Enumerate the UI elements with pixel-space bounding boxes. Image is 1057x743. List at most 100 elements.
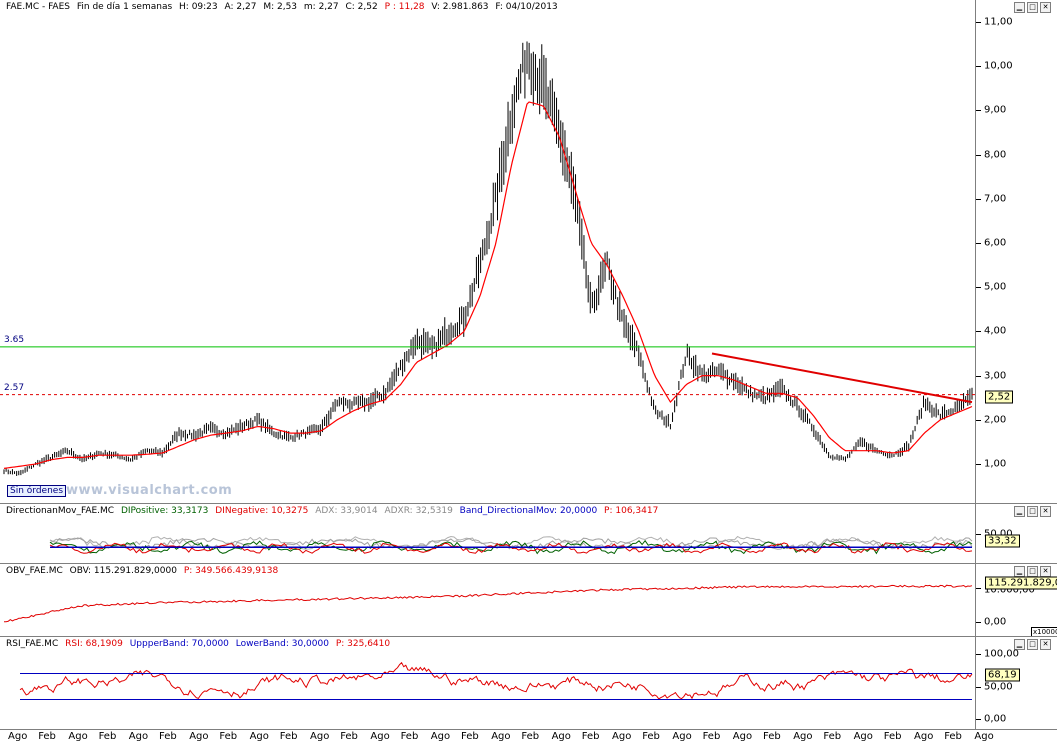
price-tick-label: 2,00 — [984, 414, 1007, 426]
minimize-icon[interactable]: ▁ — [1014, 639, 1025, 650]
trend-line — [711, 352, 973, 404]
dmi-current-value: 33,32 — [985, 534, 1020, 548]
date-label: F: 04/10/2013 — [495, 2, 558, 12]
x-tick-label: Ago — [551, 731, 571, 742]
price-tick-label: 10,00 — [984, 60, 1013, 72]
obv-current-value: 115.291.829,00 — [985, 576, 1057, 590]
price-tickmark — [976, 110, 981, 112]
dmi-name: DirectionanMov_FAE.MC — [6, 506, 115, 516]
price-tickmark — [976, 154, 981, 156]
rsi-panel[interactable]: RSI_FAE.MC RSI: 68,1909 UppperBand: 70,0… — [0, 636, 1057, 729]
price-tick-label: 9,00 — [984, 104, 1007, 116]
close-icon[interactable]: ✕ — [1040, 2, 1051, 13]
price-tickmark — [976, 22, 981, 23]
price-tick-label: 8,00 — [984, 149, 1007, 161]
price-tick-label: 1,00 — [984, 458, 1007, 470]
rsi-current-value: 68,19 — [985, 668, 1020, 682]
x-tick-label: Feb — [279, 731, 298, 742]
x-tick-label: Ago — [128, 731, 149, 742]
x-tick-label: Ago — [732, 731, 753, 742]
close-icon[interactable]: ✕ — [1040, 639, 1051, 650]
price-plot[interactable] — [0, 0, 975, 503]
price-tickmark — [976, 331, 981, 333]
time-axis[interactable]: Ago Feb Ago Feb Ago Feb Ago Feb Ago Feb Ago Feb Ago F… — [0, 729, 1057, 743]
x-tick-label: Ago — [430, 731, 451, 742]
x-tick-label: Feb — [400, 731, 419, 742]
dmi-plot[interactable] — [0, 504, 975, 564]
orders-badge[interactable]: Sin órdenes — [7, 485, 67, 497]
x-tick-label: Ago — [793, 731, 813, 742]
restore-icon[interactable]: □ — [1027, 2, 1038, 13]
restore-icon[interactable]: □ — [1027, 639, 1038, 650]
price-tick-label: 6,00 — [984, 237, 1007, 249]
dmi-perf: P: 106,3417 — [604, 506, 659, 516]
price-tickmark — [976, 419, 981, 421]
red-line-label: 2.57 — [4, 383, 25, 393]
x-tick-label: Ago — [974, 731, 994, 742]
obv-panel[interactable]: OBV_FAE.MC OBV: 115.291.829,0000 P: 349.… — [0, 563, 1057, 637]
x-tick-label: Ago — [491, 731, 511, 742]
restore-icon[interactable]: □ — [1027, 506, 1038, 517]
price-axis[interactable]: ▁ □ ✕ 11,00 10,00 9,00 8,00 7,00 6,00 5,00 4,00… — [975, 0, 1057, 503]
price-tickmark — [976, 287, 981, 289]
obv-perf: P: 349.566.439,9138 — [183, 566, 279, 576]
rsi-tick-0: 0,00 — [984, 713, 1007, 725]
rsi-axis[interactable]: ▁ □ ✕ 100,00 50,00 0,00 68,19 — [975, 637, 1057, 729]
x-tick-label: Ago — [249, 731, 269, 742]
dmi-tick-50: 50,00 — [984, 529, 1013, 540]
obv-header: OBV_FAE.MC OBV: 115.291.829,0000 P: 349.… — [6, 565, 282, 577]
x-tick-label: Ago — [370, 731, 390, 742]
dmi-adxr: ADXR: 32,5319 — [384, 506, 453, 516]
price-tick-label: 11,00 — [984, 16, 1013, 28]
x-tick-label: Feb — [461, 731, 479, 742]
rsi-plot[interactable] — [0, 637, 975, 730]
obv-plot[interactable] — [0, 564, 975, 637]
open-label: A: 2,27 — [224, 2, 257, 12]
minimize-icon[interactable]: ▁ — [1014, 2, 1025, 13]
x-tick-label: Ago — [853, 731, 873, 742]
close-icon[interactable]: ✕ — [1040, 506, 1051, 517]
rsi-header: RSI_FAE.MC RSI: 68,1909 UppperBand: 70,0… — [6, 638, 394, 650]
x-tick-label: Feb — [823, 731, 842, 742]
rsi-name: RSI_FAE.MC — [6, 639, 59, 649]
close-icon[interactable]: ✕ — [1040, 566, 1051, 577]
obv-tick-zero: 0,00 — [984, 616, 1007, 628]
x-tick-label: Feb — [219, 731, 238, 742]
dmi-panel[interactable]: DirectionanMov_FAE.MC DIPositive: 33,317… — [0, 503, 1057, 563]
price-tick-label: 3,00 — [984, 370, 1007, 382]
obv-tickmark — [976, 622, 981, 623]
green-line-label: 3.65 — [4, 335, 25, 345]
rsi-tick-50: 50,00 — [984, 681, 1013, 693]
rsi-tickmark — [976, 687, 981, 688]
obv-axis[interactable]: ▁ □ ✕ 10.000,00 0,00 115.291.829,00 — [975, 564, 1057, 636]
x-tick-label: Feb — [642, 731, 660, 742]
obv-tickmark — [976, 588, 981, 589]
x-tick-label: Feb — [883, 731, 902, 742]
price-panel[interactable]: FAE.MC - FAES Fin de día 1 semanas H: 09… — [0, 0, 1057, 503]
price-header: FAE.MC - FAES Fin de día 1 semanas H: 09… — [6, 1, 562, 13]
minimize-icon[interactable]: ▁ — [1014, 566, 1025, 577]
price-current-value: 2,52 — [985, 390, 1014, 404]
price-tickmark — [976, 66, 981, 68]
obv-name: OBV_FAE.MC — [6, 566, 63, 576]
volume-label: V: 2.981.863 — [431, 2, 489, 12]
x-tick-label: Feb — [159, 731, 177, 742]
x-tick-label: Feb — [98, 731, 117, 742]
x-tick-label: Ago — [914, 731, 934, 742]
restore-icon[interactable]: □ — [1027, 566, 1038, 577]
x-tick-label: Ago — [672, 731, 692, 742]
watermark: www.visualchart.com — [66, 483, 233, 498]
dmi-axis[interactable]: ▁ □ ✕ 50,00 33,32 — [975, 504, 1057, 563]
price-bars — [3, 41, 973, 476]
obv-tick-top: 10.000,00 — [984, 584, 1035, 596]
x-tick-label: Ago — [612, 731, 632, 742]
rsi-perf: P: 325,6410 — [335, 639, 391, 649]
minimize-icon[interactable]: ▁ — [1014, 506, 1025, 517]
rsi-tickmark — [976, 654, 981, 655]
x-tick-label: Feb — [702, 731, 721, 742]
moving-average-line — [3, 101, 973, 469]
rsi-upper: UppperBand: 70,0000 — [129, 639, 229, 649]
low-label: m: 2,27 — [303, 2, 339, 12]
x-tick-label: Ago — [310, 731, 330, 742]
